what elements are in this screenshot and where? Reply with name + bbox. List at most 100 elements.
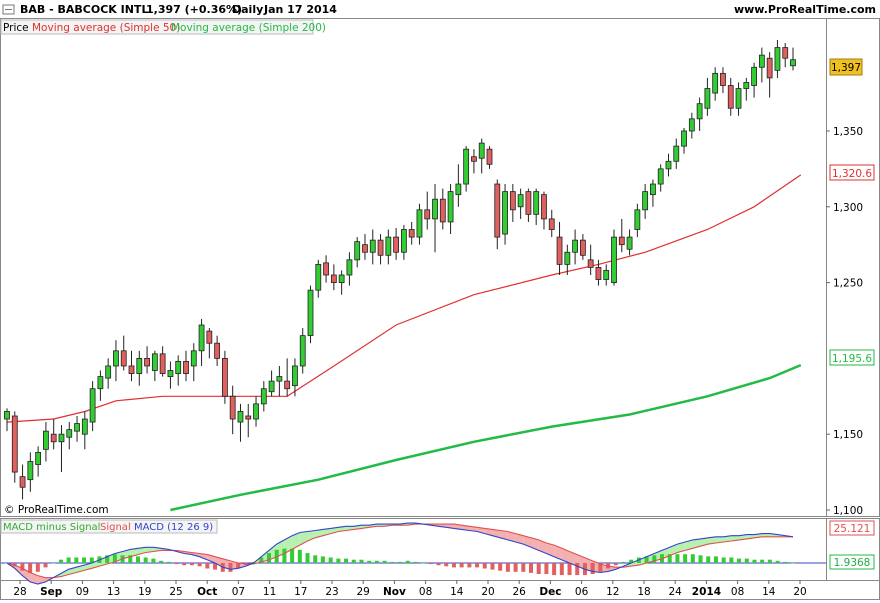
- price-tick-label: 1,250: [833, 278, 863, 290]
- price-panel: [0, 18, 827, 517]
- macd-legend-macd[interactable]: MACD (12 26 9): [134, 522, 213, 533]
- candle: [548, 209, 555, 238]
- macd-hist-bar: [521, 563, 526, 572]
- x-tick-label: 20: [481, 586, 494, 598]
- candle: [120, 335, 127, 371]
- price-tick-label: 1,150: [833, 429, 863, 441]
- macd-line: [6, 522, 794, 585]
- candle-body: [548, 218, 555, 230]
- candle: [268, 370, 275, 397]
- candle: [393, 228, 400, 260]
- macd-hist-bar: [451, 563, 456, 568]
- x-tick-label: 28: [13, 586, 26, 598]
- macd-hist-bar: [28, 563, 33, 573]
- candle-body: [494, 183, 501, 238]
- candle: [455, 164, 462, 207]
- x-tick-label: 14: [762, 586, 776, 598]
- legend-ma200[interactable]: Moving average (Simple 200): [171, 22, 326, 34]
- legend-price[interactable]: Price: [3, 22, 29, 34]
- candle: [447, 184, 454, 235]
- macd-fill-segment: [762, 533, 770, 537]
- macd-hist-bar: [143, 557, 148, 563]
- candle: [743, 77, 750, 101]
- macd-fill-segment: [500, 530, 508, 540]
- candle: [432, 184, 438, 253]
- x-tick-label: 11: [263, 586, 276, 598]
- candle-body: [369, 239, 376, 253]
- macd-hist-bar: [683, 554, 688, 563]
- macd-hist-bar: [760, 559, 765, 563]
- candle: [642, 184, 649, 219]
- candle: [206, 328, 213, 359]
- candle-layer: [4, 40, 796, 500]
- x-tick-label: Dec: [539, 586, 561, 598]
- candle: [66, 422, 73, 450]
- macd-badge-text: 25.121: [834, 523, 871, 535]
- macd-hist-bar: [590, 563, 595, 574]
- macd-badge: [829, 520, 875, 536]
- candle: [362, 234, 368, 260]
- candle: [214, 335, 221, 366]
- macd-hist-bar: [74, 557, 79, 563]
- macd-fill-segment: [515, 533, 524, 545]
- candle: [315, 259, 322, 298]
- macd-hist-bar: [213, 563, 218, 570]
- candle-body: [735, 88, 742, 109]
- candle-body: [346, 259, 353, 276]
- candle-body: [299, 335, 306, 367]
- ma50-badge: [829, 164, 875, 181]
- candle-body: [338, 274, 345, 283]
- candle: [190, 343, 197, 382]
- macd-legend-signal[interactable]: Signal: [100, 522, 131, 533]
- candle: [113, 340, 119, 382]
- legend-ma50[interactable]: Moving average (Simple 50): [32, 22, 180, 34]
- candle-body: [66, 429, 73, 438]
- candle-body: [564, 251, 571, 265]
- macd-hist-bar: [698, 555, 703, 563]
- header-period: Daily: [232, 3, 263, 16]
- x-tick-label: 07: [232, 586, 245, 598]
- macd-fill-segment: [561, 548, 570, 563]
- candle-body: [400, 229, 407, 253]
- candle: [58, 425, 65, 473]
- candle: [330, 264, 337, 291]
- macd-legend-hist[interactable]: MACD minus Signal: [3, 522, 100, 533]
- candle-body: [81, 418, 88, 435]
- candle: [564, 244, 571, 275]
- macd-hist-bar: [197, 563, 202, 567]
- candle-body: [393, 236, 400, 253]
- close-badge-text: 1,397: [831, 62, 861, 74]
- macd-hist-bar: [667, 554, 672, 563]
- candle: [299, 328, 306, 374]
- macd-hist-bar: [737, 558, 742, 563]
- macd-fill-segment: [292, 532, 300, 550]
- candle-body: [97, 376, 104, 390]
- candle-body: [323, 262, 329, 276]
- candle: [222, 350, 228, 404]
- macd-hist-bar: [128, 555, 133, 563]
- hist-badge-text: 1.9368: [834, 557, 871, 569]
- candle: [525, 188, 532, 222]
- macd-hist-bar: [367, 560, 372, 563]
- header-site[interactable]: www.ProRealTime.com: [734, 3, 876, 16]
- candle-body: [556, 236, 563, 265]
- candle-body: [151, 353, 158, 371]
- candle-body: [27, 461, 34, 481]
- candle-body: [572, 239, 578, 253]
- macd-hist-bar: [228, 563, 233, 572]
- candle: [307, 285, 314, 344]
- macd-hist-bar: [490, 563, 495, 570]
- candle-body: [743, 82, 750, 89]
- candle-body: [774, 47, 781, 71]
- macd-fill-segment: [569, 551, 578, 567]
- candle-body: [307, 289, 314, 337]
- candle: [533, 188, 540, 225]
- macd-hist-bar: [267, 553, 271, 563]
- candle-body: [11, 415, 18, 473]
- candle-body: [611, 236, 617, 283]
- macd-hist-bar: [598, 563, 603, 572]
- candle-body: [665, 160, 672, 170]
- candle: [556, 221, 563, 275]
- macd-hist-bar: [729, 557, 734, 563]
